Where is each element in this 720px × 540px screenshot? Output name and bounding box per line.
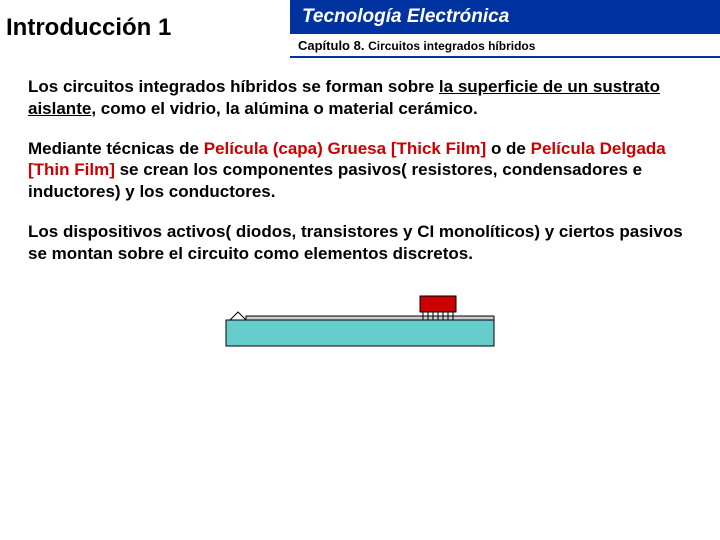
p2-text-1: Mediante técnicas de	[28, 139, 204, 158]
p2-red-1: Película (capa) Gruesa [Thick Film]	[204, 139, 486, 158]
chapter-row: Capítulo 8. Circuitos integrados híbrido…	[290, 34, 720, 58]
diagram-container	[28, 282, 692, 352]
slide-content: Los circuitos integrados híbridos se for…	[0, 62, 720, 352]
chapter-subtitle: Circuitos integrados híbridos	[368, 39, 535, 53]
p1-text-3: , como el vidrio, la alúmina o material …	[91, 99, 477, 118]
substrate-rect	[226, 320, 494, 346]
p2-text-3: o de	[486, 139, 530, 158]
notch-triangle	[230, 312, 246, 320]
chip-body	[420, 296, 456, 312]
hybrid-circuit-diagram	[210, 282, 510, 352]
header-left: Introducción 1	[0, 0, 290, 62]
chip-legs	[423, 312, 453, 320]
paragraph-3: Los dispositivos activos( diodos, transi…	[28, 221, 692, 265]
p2-text-5: se crean los componentes pasivos( resist…	[28, 160, 642, 201]
trace-rect	[246, 316, 494, 320]
course-title: Tecnología Electrónica	[290, 0, 720, 34]
header-right: Tecnología Electrónica Capítulo 8. Circu…	[290, 0, 720, 62]
p3-text-1: Los dispositivos activos( diodos, transi…	[28, 222, 683, 263]
chapter-label: Capítulo 8.	[298, 38, 364, 53]
paragraph-2: Mediante técnicas de Película (capa) Gru…	[28, 138, 692, 203]
page-title: Introducción 1	[6, 14, 284, 42]
slide-header: Introducción 1 Tecnología Electrónica Ca…	[0, 0, 720, 62]
p1-text-1: Los circuitos integrados híbridos se for…	[28, 77, 439, 96]
paragraph-1: Los circuitos integrados híbridos se for…	[28, 76, 692, 120]
